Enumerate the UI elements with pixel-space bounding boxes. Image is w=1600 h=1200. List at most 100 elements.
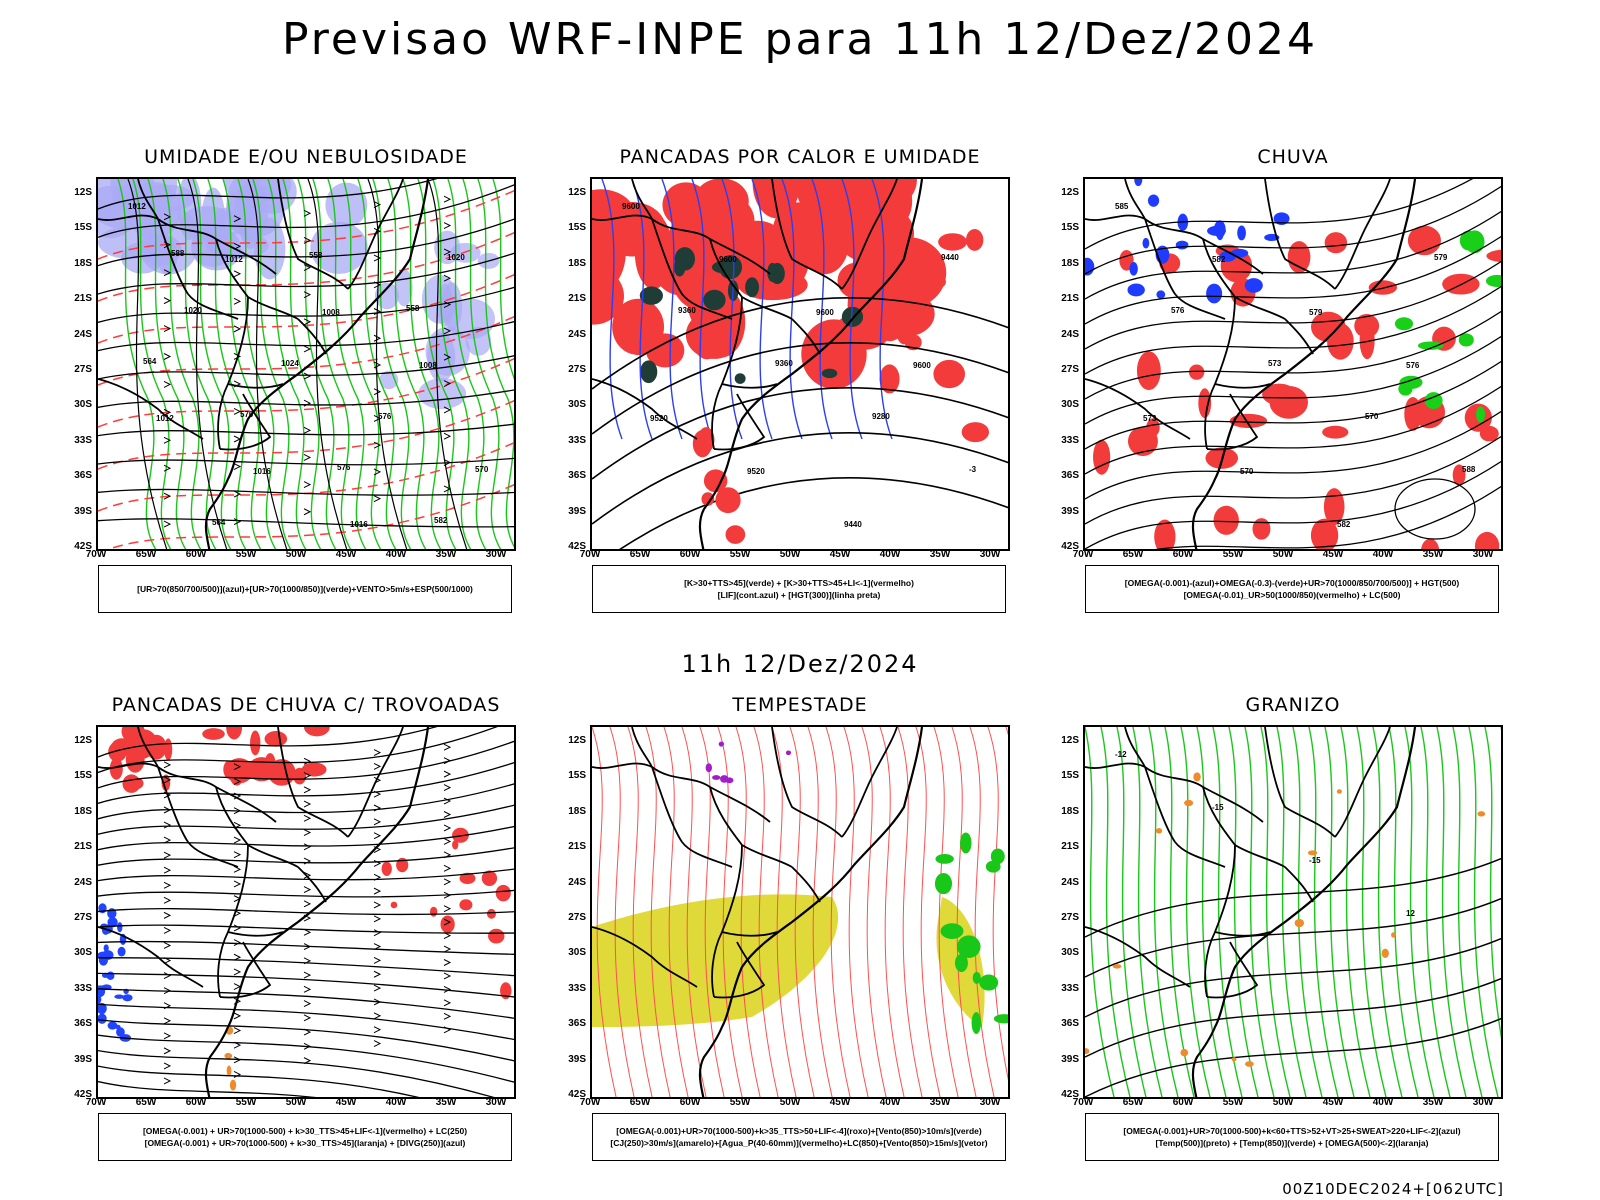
streamline-arrow [373,1040,382,1047]
field-blob [1206,283,1223,304]
field-blob [1154,519,1176,549]
contour-line [1388,727,1419,1097]
contour-line [477,179,514,548]
streamline [98,804,514,835]
contour-label: 576 [1171,306,1185,315]
longitude-tick: 40W [879,1097,901,1108]
field-blob [1134,179,1143,187]
field-blob [1294,918,1305,928]
streamline-arrow [303,757,312,765]
streamline-arrow [303,786,312,794]
streamline-arrow [443,485,452,493]
streamline [98,423,514,437]
latitude-tick: 15S [74,770,92,782]
contour-label: 9600 [816,308,834,317]
streamline-arrow [373,495,382,503]
contour-line [735,727,761,1097]
field-blob [876,291,935,337]
longitude-tick: 55W [1222,549,1244,560]
map-granizo: -12 -15 -15 12 [1083,725,1503,1099]
field-blob [956,935,981,959]
legend-pancadas-calor: [K>30+TTS>45](verde) + [K>30+TTS>45+LI<-… [592,565,1006,613]
streamline-arrow [303,857,312,865]
latitude-tick: 30S [568,399,586,411]
longitude-tick: 50W [285,1097,307,1108]
streamline [98,908,514,916]
contour-line [307,179,348,549]
field-blob [1156,290,1166,299]
contour-line [1308,727,1339,1097]
contour-line [1164,727,1195,1097]
streamline [98,1019,514,1062]
field-blob [202,728,225,740]
streamline [98,179,438,210]
state-border [1206,393,1259,451]
streamline-arrow [233,836,242,844]
contour-line [631,179,653,440]
contour-label: 1016 [350,520,368,529]
streamline-arrow [233,880,242,888]
streamline-arrow [163,776,172,784]
latitude-tick: 18S [568,805,586,817]
field-blob [1180,1048,1189,1057]
streamline-arrow [443,932,452,940]
streamline-arrow [303,886,312,894]
field-blob [734,373,746,384]
streamline-arrow [163,911,172,919]
field-blob [1112,964,1122,969]
field-blob [495,884,511,902]
field-blob [935,854,954,864]
contour-label: 9600 [622,202,640,211]
contour-line [781,179,803,440]
state-border [592,378,698,440]
field-blob [725,777,734,784]
contour-line [1196,727,1227,1097]
contour-line [462,179,502,549]
streamline [98,488,514,496]
contour-line [1420,727,1451,1097]
streamline-arrow [163,1047,172,1055]
streamline-arrow [303,264,312,271]
latitude-tick: 30S [568,947,586,959]
contour-line [127,179,168,549]
field-blob [452,827,469,843]
streamline [98,727,498,774]
streamline-arrow [373,1012,382,1020]
streamline [98,1065,420,1097]
field-blob [1188,364,1205,380]
map-canvas-trovoadas [98,727,514,1097]
contour-line [162,179,202,549]
longitude-tick: 35W [435,1097,457,1108]
streamline-arrow [233,865,242,873]
streamline-arrow [443,959,452,966]
latitude-tick: 33S [74,434,92,446]
field-blob [1223,517,1237,534]
contour-line [721,179,743,440]
streamline [98,320,514,352]
field-blob [98,1002,107,1015]
latitude-tick: 39S [74,505,92,517]
field-blob [879,364,900,394]
contour-label: 1008 [419,361,437,370]
streamline-arrow [373,804,382,812]
contour-label: 570 [240,410,254,419]
map-canvas-granizo: -12 -15 -15 12 [1085,727,1501,1097]
contour-label: 9600 [719,255,737,264]
contour-line [717,727,743,1097]
longitude-tick: 60W [1172,1097,1194,1108]
latitude-tick: 30S [74,399,92,411]
contour-label: 1016 [253,467,271,476]
contour-line [1212,727,1243,1097]
latitude-tick: 15S [568,222,586,234]
contour-line [807,727,833,1097]
latitude-tick: 24S [1061,328,1079,340]
streamline-arrow [443,999,452,1007]
latitude-tick: 12S [1061,187,1079,198]
streamline-arrow [303,481,312,489]
legend-line: [OMEGA(-0.001)+UR>70(1000-500)+k<60+TTS>… [1123,1126,1461,1136]
streamline-arrow [303,1014,312,1022]
contour-label: 9600 [913,361,931,370]
longitude-tick: 65W [135,549,157,560]
field-blob [972,971,981,984]
contour-line [1085,435,1501,525]
